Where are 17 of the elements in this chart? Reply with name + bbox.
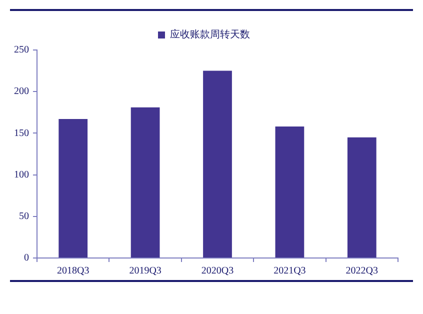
y-tick-label: 0 bbox=[24, 252, 29, 264]
x-tick-label: 2019Q3 bbox=[129, 266, 162, 277]
bar bbox=[275, 126, 304, 258]
x-tick-label: 2021Q3 bbox=[274, 266, 306, 277]
bar bbox=[347, 137, 376, 258]
bar bbox=[130, 107, 160, 258]
bar bbox=[203, 70, 232, 258]
bar bbox=[58, 119, 88, 258]
y-tick-label: 200 bbox=[14, 86, 29, 98]
x-tick-label: 2018Q3 bbox=[56, 266, 90, 277]
x-tick-label: 2022Q3 bbox=[346, 266, 378, 277]
y-tick-label: 150 bbox=[14, 128, 29, 139]
y-tick-label: 100 bbox=[14, 169, 29, 180]
y-tick-label: 50 bbox=[19, 211, 29, 222]
x-tick-label: 2020Q3 bbox=[201, 266, 234, 277]
legend-label: 应收账款周转天数 bbox=[170, 28, 250, 41]
y-tick-label: 250 bbox=[14, 44, 29, 56]
